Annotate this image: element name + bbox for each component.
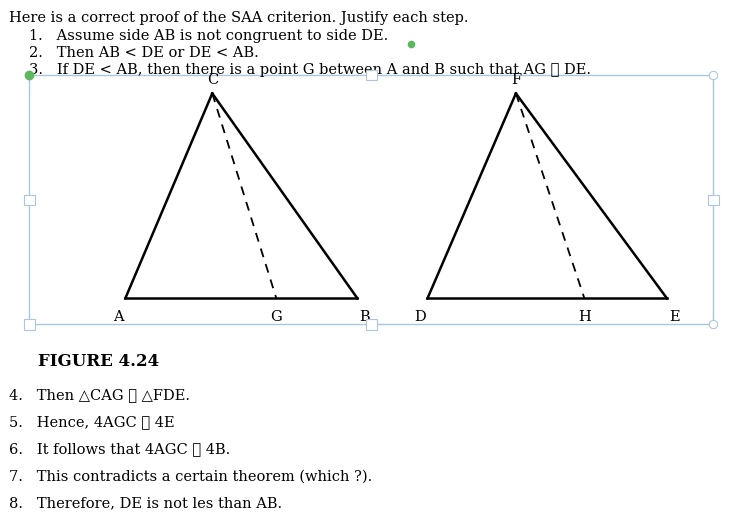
Text: 8.   Therefore, DE is not les than AB.: 8. Therefore, DE is not les than AB. — [9, 496, 282, 510]
Text: F: F — [511, 73, 521, 87]
Text: A: A — [113, 310, 123, 324]
Text: H: H — [578, 310, 591, 324]
Text: G: G — [270, 310, 282, 324]
Bar — [24, 319, 35, 330]
Text: 5.   Hence, 4AGC ≅ 4E: 5. Hence, 4AGC ≅ 4E — [9, 415, 175, 429]
Text: C: C — [206, 73, 218, 87]
Text: Here is a correct proof of the SAA criterion. Justify each step.: Here is a correct proof of the SAA crite… — [9, 11, 468, 25]
Text: 6.   It follows that 4AGC ≅ 4B.: 6. It follows that 4AGC ≅ 4B. — [9, 442, 230, 456]
Text: B: B — [360, 310, 370, 324]
Text: E: E — [669, 310, 680, 324]
Bar — [24, 195, 35, 205]
Text: 3.   If DE < AB, then there is a point G between A and B such that AG ≅ DE.: 3. If DE < AB, then there is a point G b… — [29, 63, 592, 77]
Text: 2.   Then AB < DE or DE < AB.: 2. Then AB < DE or DE < AB. — [29, 46, 259, 60]
Bar — [366, 70, 377, 80]
Text: FIGURE 4.24: FIGURE 4.24 — [38, 353, 159, 370]
Text: 1.   Assume side AB is not congruent to side DE.: 1. Assume side AB is not congruent to si… — [29, 29, 388, 43]
Text: 4.   Then △CAG ≅ △FDE.: 4. Then △CAG ≅ △FDE. — [9, 388, 190, 402]
Bar — [29, 75, 713, 324]
Bar — [708, 195, 719, 205]
Text: 7.   This contradicts a certain theorem (which ?).: 7. This contradicts a certain theorem (w… — [9, 469, 372, 483]
Bar — [366, 319, 377, 330]
Text: D: D — [414, 310, 426, 324]
